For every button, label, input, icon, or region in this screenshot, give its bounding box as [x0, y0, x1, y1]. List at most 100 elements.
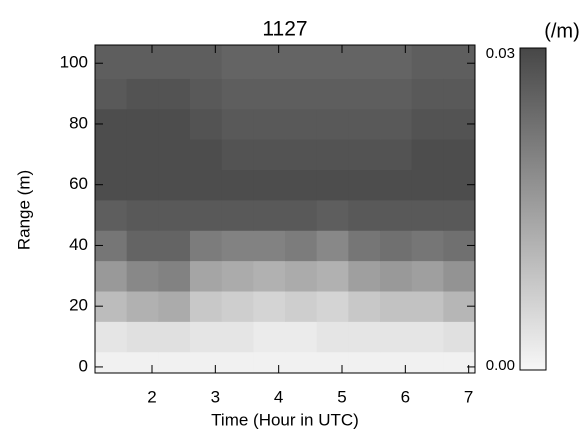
x-tick-label: 6	[401, 387, 410, 406]
heat-cell	[316, 321, 349, 353]
heat-cell	[285, 108, 318, 140]
heat-cell	[158, 291, 191, 322]
heat-cell	[285, 78, 318, 110]
heat-cell	[221, 108, 254, 140]
heat-cell	[316, 230, 349, 262]
heat-cell	[380, 199, 413, 231]
heat-cell	[285, 291, 318, 322]
heat-cell	[190, 230, 223, 262]
heat-cell	[253, 108, 286, 140]
heat-cell	[95, 321, 128, 353]
heat-cell	[380, 139, 413, 171]
heat-cell	[348, 351, 381, 374]
heat-cell	[316, 45, 349, 79]
heat-cell	[443, 199, 476, 231]
x-tick-label: 2	[147, 387, 156, 406]
heat-cell	[348, 45, 381, 79]
heat-cell	[253, 260, 286, 292]
heat-cell	[411, 139, 444, 171]
heat-cell	[221, 199, 254, 231]
heat-cell	[95, 351, 128, 374]
heat-cell	[253, 321, 286, 353]
heat-cell	[190, 169, 223, 201]
heat-cell	[221, 139, 254, 171]
heat-cell	[158, 45, 191, 79]
heat-cell	[443, 260, 476, 292]
heat-cell	[348, 291, 381, 322]
heat-cell	[411, 169, 444, 201]
heat-cell	[380, 78, 413, 110]
heat-cell	[380, 108, 413, 140]
heat-cell	[221, 169, 254, 201]
y-axis-label: Range (m)	[14, 170, 33, 250]
heat-cell	[348, 139, 381, 171]
heat-cell	[348, 78, 381, 110]
heat-cell	[443, 321, 476, 353]
x-tick-label: 5	[337, 387, 346, 406]
heat-cell	[348, 199, 381, 231]
heat-cell	[221, 230, 254, 262]
heat-cell	[253, 199, 286, 231]
heat-cell	[316, 291, 349, 322]
heat-cell	[348, 108, 381, 140]
heat-cell	[221, 78, 254, 110]
y-tick-label: 20	[69, 296, 88, 315]
colorbar-tick-label: 0.03	[486, 45, 515, 62]
heat-cell	[443, 139, 476, 171]
heat-cell	[285, 260, 318, 292]
y-tick-label: 60	[69, 174, 88, 193]
plot-frame	[94, 44, 476, 374]
heat-cell	[190, 139, 223, 171]
heat-cell	[158, 260, 191, 292]
heat-cell	[285, 45, 318, 79]
heatmap	[95, 45, 476, 374]
heat-cell	[411, 230, 444, 262]
heat-cell	[348, 260, 381, 292]
heat-cell	[316, 108, 349, 140]
heat-cell	[348, 169, 381, 201]
heat-cell	[411, 291, 444, 322]
heat-cell	[285, 351, 318, 374]
heat-cell	[253, 291, 286, 322]
heat-cell	[411, 45, 444, 79]
heat-cell	[190, 351, 223, 374]
y-tick-label: 40	[69, 235, 88, 254]
x-tick-label: 3	[211, 387, 220, 406]
heat-cell	[95, 260, 128, 292]
heat-cell	[158, 139, 191, 171]
chart-title: 1127	[262, 18, 307, 41]
heat-cell	[190, 108, 223, 140]
heat-cell	[190, 199, 223, 231]
heat-cell	[221, 260, 254, 292]
heat-cell	[221, 351, 254, 374]
heat-cell	[411, 108, 444, 140]
heat-cell	[95, 45, 128, 79]
heat-cell	[190, 45, 223, 79]
heat-cell	[158, 321, 191, 353]
heat-cell	[380, 260, 413, 292]
heat-cell	[285, 199, 318, 231]
heat-cell	[158, 351, 191, 374]
colorbar	[519, 47, 547, 371]
heat-cell	[316, 139, 349, 171]
heat-cell	[411, 351, 444, 374]
heat-cell	[380, 351, 413, 374]
heat-cell	[253, 139, 286, 171]
heat-cell	[380, 230, 413, 262]
heat-cell	[126, 169, 159, 201]
heat-cell	[316, 260, 349, 292]
heat-cell	[95, 78, 128, 110]
colorbar-label: (/m)	[544, 20, 580, 42]
heat-cell	[126, 260, 159, 292]
y-tick-label: 100	[60, 53, 88, 72]
heat-cell	[285, 230, 318, 262]
heat-cell	[158, 230, 191, 262]
heat-cell	[190, 78, 223, 110]
heat-cell	[253, 78, 286, 110]
heat-cell	[253, 351, 286, 374]
heat-cell	[158, 108, 191, 140]
x-tick-label: 4	[274, 387, 283, 406]
heat-cell	[158, 78, 191, 110]
heat-cell	[221, 45, 254, 79]
